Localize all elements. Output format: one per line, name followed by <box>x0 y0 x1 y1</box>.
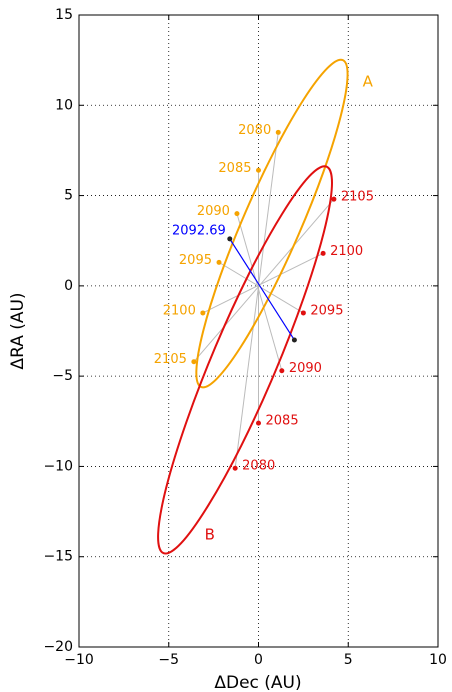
y-tick-label: −15 <box>43 549 73 565</box>
epoch-point <box>300 310 306 316</box>
orbit-name: A <box>363 72 374 90</box>
epoch-point <box>331 196 337 202</box>
epoch-link <box>202 252 324 314</box>
conjunction-point <box>227 236 233 242</box>
epoch-link <box>193 198 335 363</box>
epoch-point <box>216 259 222 265</box>
y-axis-label: ΔRA (AU) <box>8 292 28 369</box>
y-tick-label: 15 <box>55 7 73 23</box>
epoch-label: 2105 <box>341 190 374 205</box>
epoch-label: 2105 <box>154 352 187 367</box>
conjunction-point <box>291 337 297 343</box>
x-tick-label: −5 <box>158 652 179 668</box>
epoch-point <box>234 211 240 217</box>
epoch-label: 2100 <box>330 244 363 259</box>
x-tick-label: −10 <box>64 652 94 668</box>
plot-frame <box>78 14 439 648</box>
orbit-name: B <box>205 526 215 544</box>
orbit <box>157 165 333 555</box>
epoch-point <box>200 310 206 316</box>
epoch-label: 2080 <box>238 123 271 138</box>
epoch-point <box>256 420 261 426</box>
epoch-label: 2095 <box>179 253 212 268</box>
epoch-label: 2090 <box>197 204 230 219</box>
x-tick-label: 10 <box>429 652 447 668</box>
orbit <box>195 58 349 389</box>
x-tick-label: 5 <box>344 652 353 668</box>
epoch-link <box>236 213 283 371</box>
conjunction-line <box>229 238 295 341</box>
conjunction-label: 2092.69 <box>172 223 226 238</box>
x-axis-label: ΔDec (AU) <box>214 673 301 692</box>
x-tick-label: 0 <box>254 652 263 668</box>
y-tick-label: −5 <box>52 368 73 384</box>
epoch-point <box>232 465 238 471</box>
epoch-label: 2100 <box>163 303 196 318</box>
epoch-label: 2090 <box>289 361 322 376</box>
epoch-point <box>256 167 261 173</box>
y-tick-label: −10 <box>43 458 73 474</box>
epoch-point <box>320 250 326 256</box>
y-tick-label: 0 <box>64 278 73 294</box>
y-tick-label: 10 <box>55 97 73 113</box>
epoch-label: 2095 <box>310 303 343 318</box>
y-tick-label: 5 <box>64 188 73 204</box>
epoch-link <box>234 132 279 469</box>
epoch-label: 2085 <box>266 414 299 429</box>
y-tick-label: −20 <box>43 639 73 655</box>
epoch-label: 2080 <box>242 459 275 474</box>
epoch-point <box>279 368 285 374</box>
epoch-label: 2085 <box>218 161 251 176</box>
epoch-point <box>275 129 281 135</box>
epoch-point <box>191 359 197 365</box>
